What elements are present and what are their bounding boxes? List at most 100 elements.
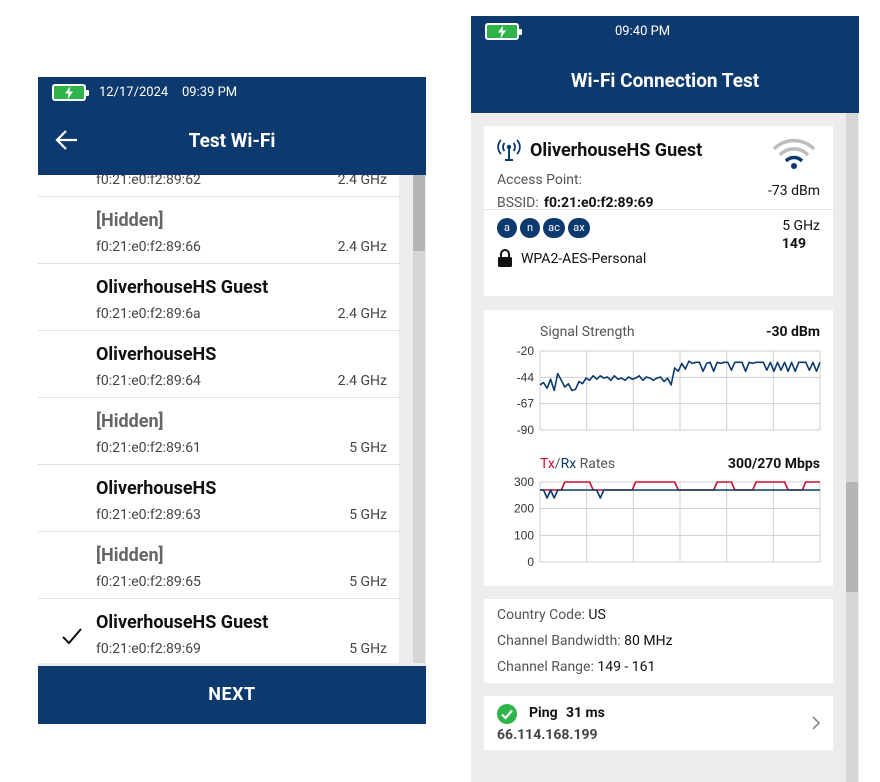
next-button-label: NEXT <box>208 684 256 705</box>
page-title: Wi-Fi Connection Test <box>570 69 760 92</box>
scrollbar-thumb[interactable] <box>413 175 425 251</box>
standard-badge-a: a <box>497 218 517 238</box>
tx-title: Tx <box>540 456 555 472</box>
status-bar: 09:40 PM <box>471 16 859 46</box>
rates-tick-label: 200 <box>514 502 534 516</box>
network-ssid: OliverhouseHS <box>96 478 217 499</box>
ping-label: Ping <box>529 705 558 721</box>
header: Test Wi-Fi <box>38 107 426 175</box>
network-bssid: f0:21:e0:f2:89:63 <box>96 507 201 523</box>
network-ssid: OliverhouseHS <box>96 344 217 365</box>
rates-chart-current: 300/270 Mbps <box>727 456 820 472</box>
network-bssid: f0:21:e0:f2:89:61 <box>96 440 201 456</box>
network-bssid: f0:21:e0:f2:89:69 <box>96 641 201 657</box>
network-list[interactable]: f0:21:e0:f2:89:62 2.4 GHz [Hidden] f0:21:e0… <box>38 175 399 663</box>
network-ssid: OliverhouseHS Guest <box>96 612 269 633</box>
access-point-card: OliverhouseHS Guest Access Point: BSSID:… <box>484 126 833 296</box>
status-bar: 12/17/2024 09:39 PM <box>38 77 426 107</box>
network-band: 5 GHz <box>349 507 387 523</box>
network-ssid: [Hidden] <box>96 545 164 566</box>
ping-value: 31 ms <box>566 705 605 721</box>
battery-charging-icon <box>52 84 89 101</box>
network-row[interactable]: [Hidden] f0:21:e0:f2:89:65 5 GHz <box>38 532 399 599</box>
network-row[interactable]: f0:21:e0:f2:89:62 2.4 GHz <box>38 175 399 197</box>
ap-ssid: OliverhouseHS Guest <box>530 140 703 161</box>
rates-tick-label: 0 <box>527 555 534 569</box>
signal-chart-current: -30 dBm <box>765 324 820 340</box>
network-row[interactable]: [Hidden] f0:21:e0:f2:89:61 5 GHz <box>38 398 399 465</box>
rates-tick-label: 100 <box>514 528 534 542</box>
rates-tick-label: 300 <box>514 475 534 489</box>
page-title: Test Wi-Fi <box>188 129 276 152</box>
network-bssid: f0:21:e0:f2:89:64 <box>96 373 201 389</box>
signal-tick-label: -90 <box>517 423 535 437</box>
chevron-right-icon[interactable] <box>812 716 820 730</box>
ping-card[interactable]: Ping 31 ms 66.114.168.199 <box>484 696 833 750</box>
channel-value: 149 <box>781 236 806 252</box>
bssid-label: BSSID: <box>497 195 539 211</box>
back-arrow-icon[interactable] <box>55 129 79 151</box>
network-row[interactable]: [Hidden] f0:21:e0:f2:89:66 2.4 GHz <box>38 197 399 264</box>
next-button[interactable]: NEXT <box>38 666 426 724</box>
channel-info-card: Country Code: US Channel Bandwidth: 80 M… <box>484 599 833 683</box>
test-wifi-screen: 12/17/2024 09:39 PM Test Wi-Fi f0:21:e0:… <box>38 77 426 724</box>
scrollbar[interactable] <box>413 175 425 663</box>
access-point-label: Access Point: <box>497 172 582 188</box>
battery-charging-icon <box>485 23 522 40</box>
band-value: 5 GHz <box>782 218 820 234</box>
scrollbar[interactable] <box>846 113 858 782</box>
signal-strength-chart: -20 -44 -67 -90 300 200 100 0 <box>514 344 821 569</box>
signal-tick-label: -67 <box>517 397 535 411</box>
channel-bandwidth-label: Channel Bandwidth: <box>497 633 621 649</box>
standard-badge-n: n <box>520 218 540 238</box>
network-band: 2.4 GHz <box>337 239 387 255</box>
connection-test-screen: 09:40 PM Wi-Fi Connection Test Oliverhou… <box>471 16 859 782</box>
network-band: 2.4 GHz <box>337 306 387 322</box>
channel-bandwidth-row: Channel Bandwidth: 80 MHz <box>497 633 673 649</box>
rssi-value: -73 dBm <box>768 183 820 199</box>
country-code-value: US <box>588 607 606 623</box>
signal-series-line <box>539 360 821 392</box>
network-ssid: [Hidden] <box>96 411 164 432</box>
title-sep: / <box>554 456 561 472</box>
security-value: WPA2-AES-Personal <box>521 251 647 267</box>
network-band: 5 GHz <box>349 574 387 590</box>
channel-range-label: Channel Range: <box>497 659 594 675</box>
status-time: 09:40 PM <box>615 24 671 39</box>
bssid-value: f0:21:e0:f2:89:69 <box>544 195 654 211</box>
channel-range-row: Channel Range: 149 - 161 <box>497 659 655 675</box>
network-bssid: f0:21:e0:f2:89:66 <box>96 239 201 255</box>
divider <box>484 209 833 210</box>
network-row[interactable]: OliverhouseHS f0:21:e0:f2:89:63 5 GHz <box>38 465 399 532</box>
check-circle-icon <box>497 704 517 724</box>
rates-chart-title: Tx/Rx Rates <box>540 456 615 472</box>
network-band: 5 GHz <box>349 641 387 657</box>
network-band: 5 GHz <box>349 440 387 456</box>
network-row[interactable]: OliverhouseHS Guest f0:21:e0:f2:89:6a 2.4 … <box>38 264 399 331</box>
standard-badge-ax: ax <box>568 218 590 238</box>
checkmark-icon <box>62 628 82 645</box>
country-code-label: Country Code: <box>497 607 585 623</box>
country-code-row: Country Code: US <box>497 607 606 623</box>
network-band: 2.4 GHz <box>337 373 387 389</box>
signal-tick-label: -20 <box>517 344 535 358</box>
network-bssid: f0:21:e0:f2:89:6a <box>96 306 201 322</box>
network-row[interactable]: OliverhouseHS Guest f0:21:e0:f2:89:69 5 GH… <box>38 599 399 663</box>
rx-title: Rx <box>560 456 577 472</box>
antenna-icon <box>497 139 521 161</box>
network-bssid: f0:21:e0:f2:89:62 <box>96 175 201 188</box>
network-band: 2.4 GHz <box>337 175 387 188</box>
standard-badge-ac: ac <box>543 218 565 238</box>
lock-icon <box>498 249 512 267</box>
rates-title-rest: Rates <box>576 456 616 472</box>
status-time: 09:39 PM <box>182 85 238 100</box>
network-ssid: [Hidden] <box>96 210 164 231</box>
header: Wi-Fi Connection Test <box>471 46 859 113</box>
signal-chart-title: Signal Strength <box>540 324 635 340</box>
network-row[interactable]: OliverhouseHS f0:21:e0:f2:89:64 2.4 GHz <box>38 331 399 398</box>
charts-card: Signal Strength -30 dBm -20 -44 -67 -90 300 2… <box>484 310 833 586</box>
network-bssid: f0:21:e0:f2:89:65 <box>96 574 201 590</box>
signal-tick-label: -44 <box>517 370 535 384</box>
channel-bandwidth-value: 80 MHz <box>624 633 673 649</box>
scrollbar-thumb[interactable] <box>846 482 858 592</box>
